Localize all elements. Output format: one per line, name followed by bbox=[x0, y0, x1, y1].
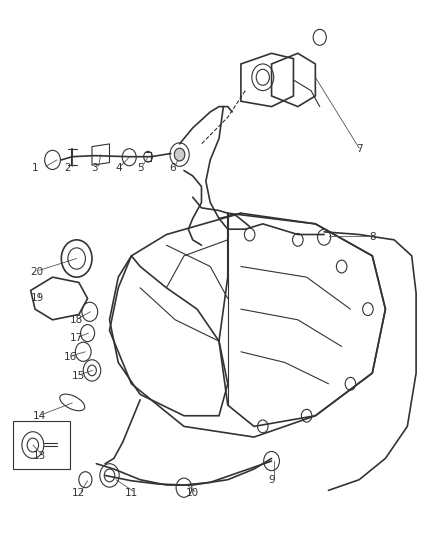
Text: 10: 10 bbox=[186, 488, 199, 498]
Text: 3: 3 bbox=[91, 163, 98, 173]
Circle shape bbox=[174, 148, 185, 161]
Text: 19: 19 bbox=[31, 294, 44, 303]
Text: 13: 13 bbox=[33, 451, 46, 461]
Text: 20: 20 bbox=[31, 267, 44, 277]
Text: 7: 7 bbox=[356, 144, 363, 154]
Text: 1: 1 bbox=[32, 163, 39, 173]
Text: 12: 12 bbox=[72, 488, 85, 498]
Text: 11: 11 bbox=[125, 488, 138, 498]
Text: 14: 14 bbox=[33, 411, 46, 421]
Text: 8: 8 bbox=[369, 232, 376, 242]
Text: 17: 17 bbox=[70, 334, 83, 343]
Text: 2: 2 bbox=[64, 163, 71, 173]
Text: 16: 16 bbox=[64, 352, 77, 362]
Text: 5: 5 bbox=[137, 163, 144, 173]
Text: 6: 6 bbox=[170, 163, 177, 173]
Text: 9: 9 bbox=[268, 475, 275, 484]
Bar bbox=[13, 421, 70, 469]
Text: 15: 15 bbox=[72, 371, 85, 381]
Text: 18: 18 bbox=[70, 315, 83, 325]
Text: 4: 4 bbox=[115, 163, 122, 173]
